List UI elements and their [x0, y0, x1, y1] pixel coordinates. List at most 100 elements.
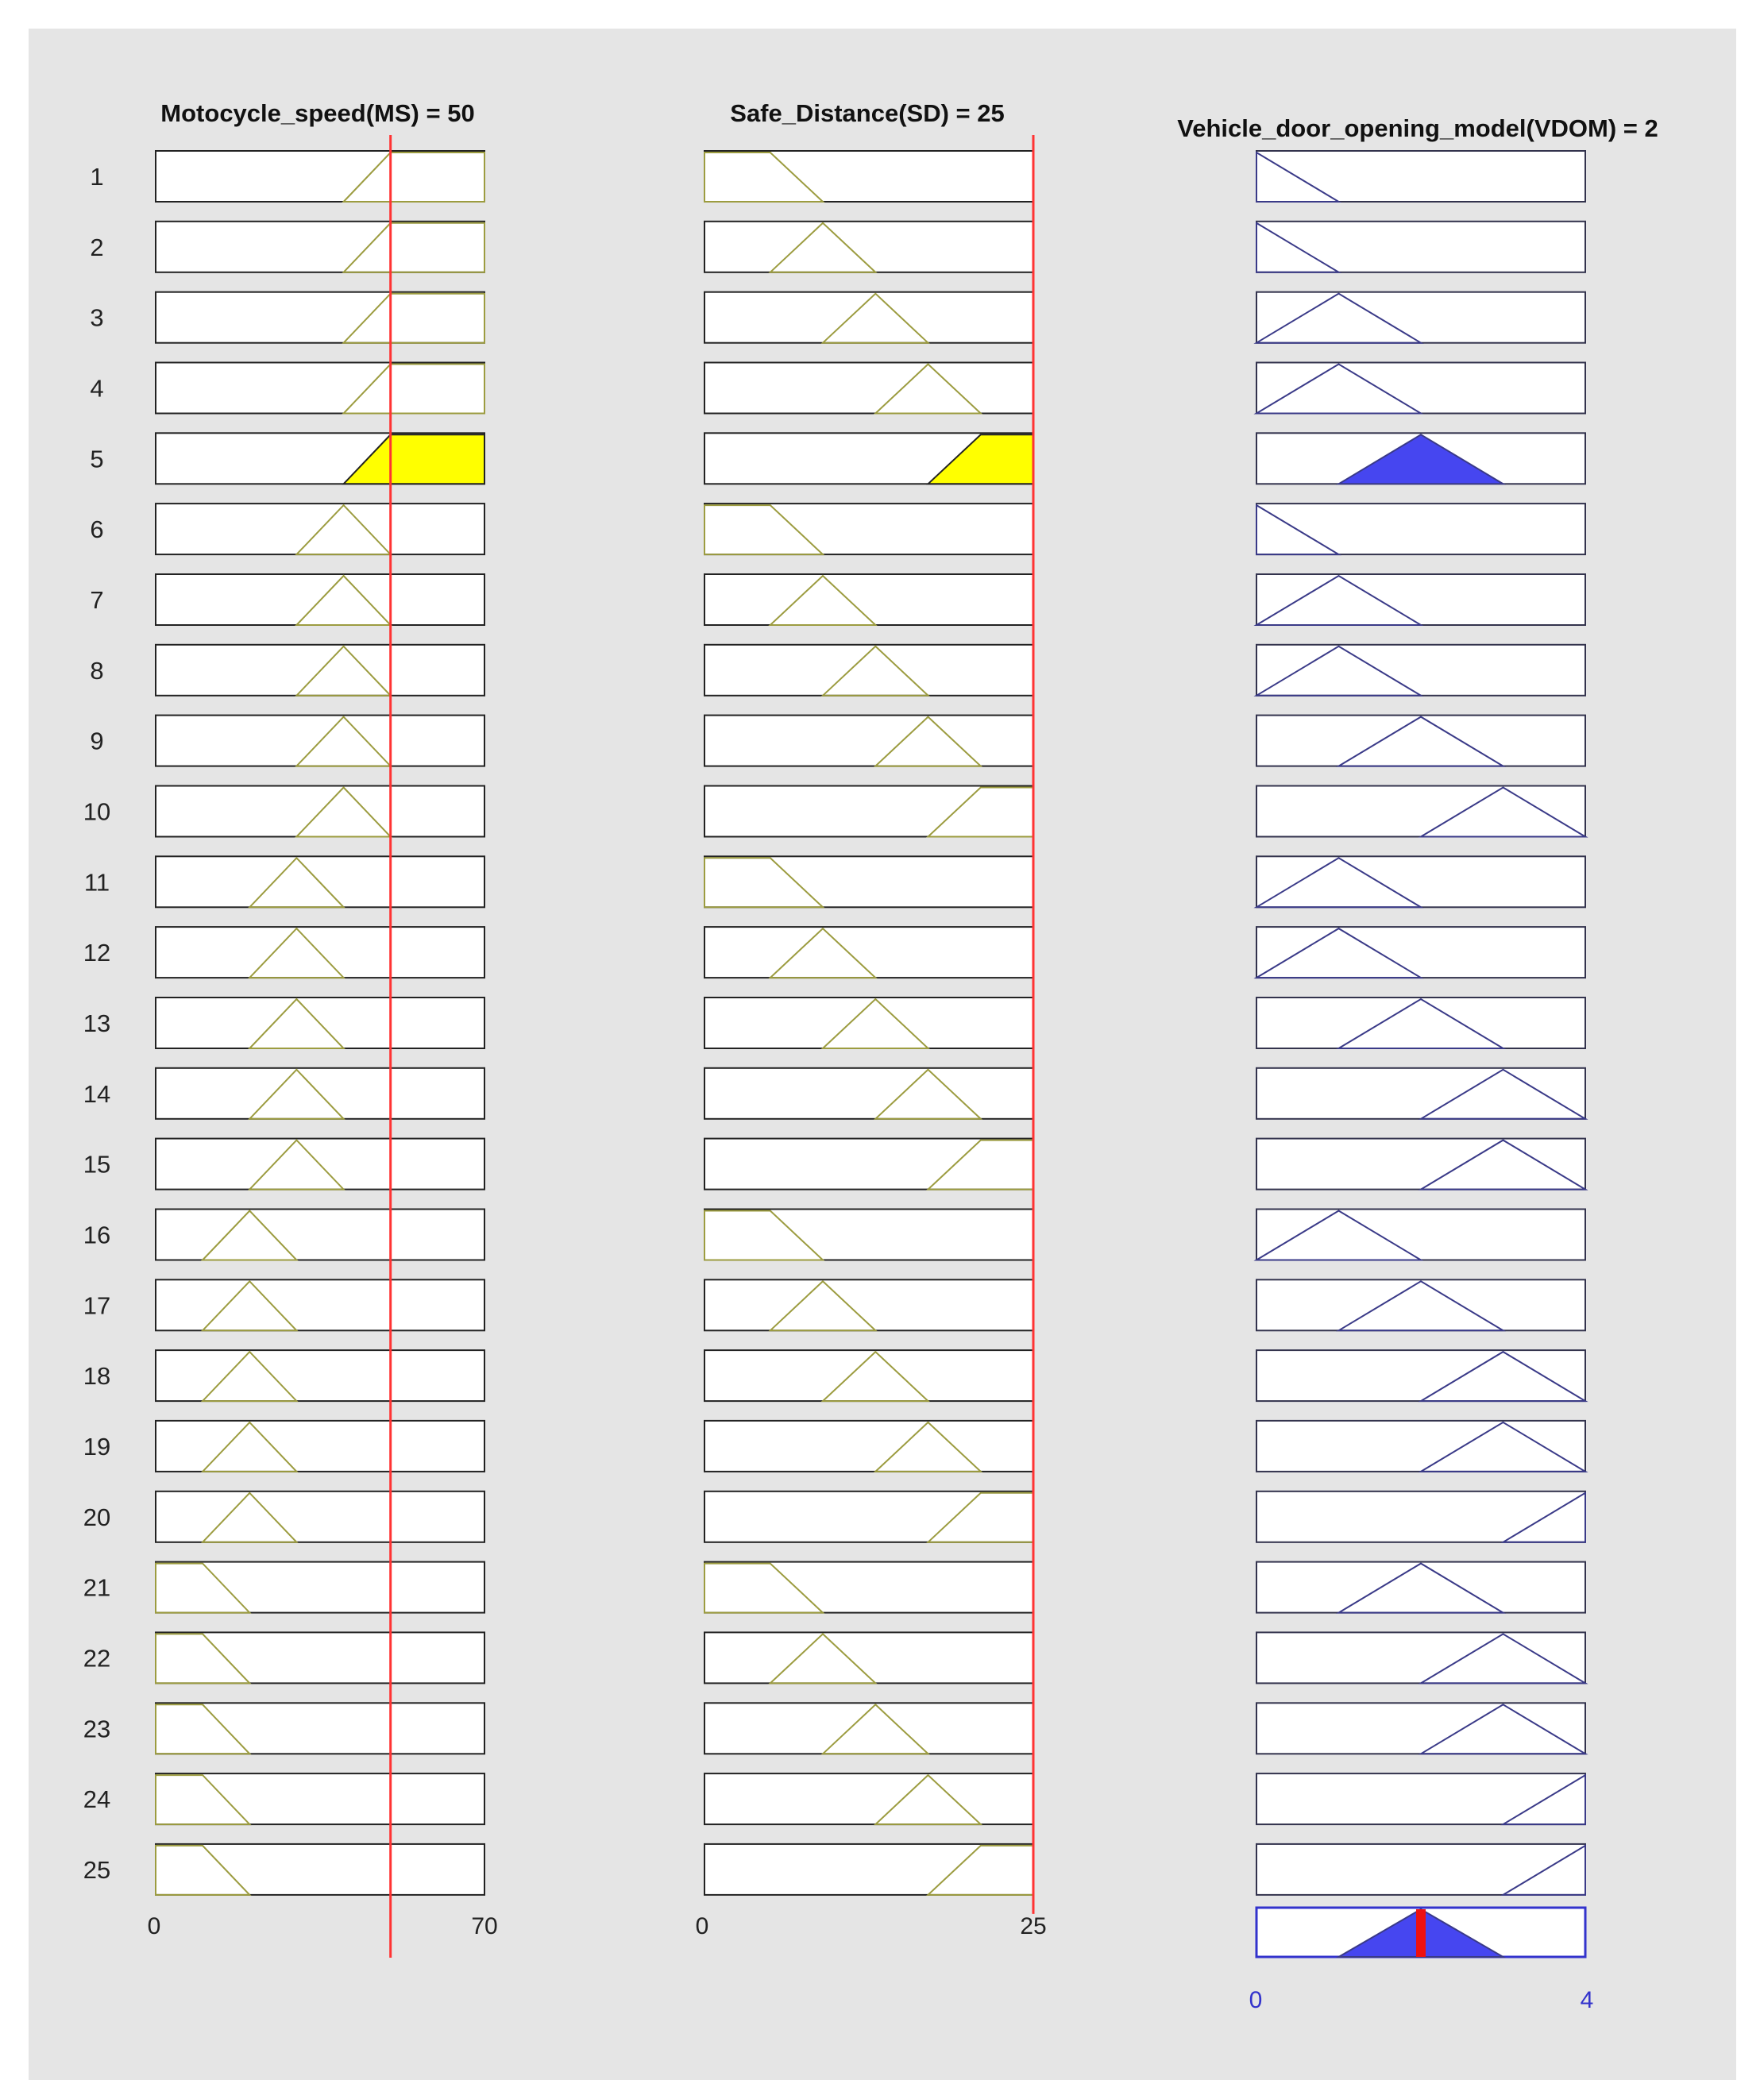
- sd-rule-box: [704, 150, 1034, 203]
- ms-rule-box: [155, 361, 485, 415]
- rule-label: 18: [83, 1362, 110, 1390]
- sd-rule-box: [704, 1561, 1034, 1614]
- ms-mf: [200, 1350, 299, 1403]
- rule-label: 2: [90, 233, 103, 261]
- ms-rule-box: [155, 1773, 485, 1826]
- vdom-mf: [1253, 857, 1424, 909]
- ms-rule-box: [155, 150, 485, 203]
- sd-mf: [768, 927, 878, 979]
- rule-panels: [155, 150, 1588, 1896]
- vdom-rule-box: [1256, 503, 1586, 556]
- vdom-tick-max: 4: [1581, 1987, 1594, 2013]
- column-titles: Motocycle_speed(MS) = 50 Safe_Distance(S…: [160, 99, 1658, 142]
- rule-label: 9: [90, 727, 103, 755]
- vdom-mf: [1500, 1773, 1586, 1826]
- vdom-rule-box: [1256, 997, 1586, 1049]
- ms-rule-box: [155, 1702, 485, 1755]
- ms-mf: [247, 1068, 345, 1120]
- sd-rule-box: [704, 714, 1034, 767]
- vdom-rule-box: [1256, 1773, 1586, 1826]
- ms-rule-box: [155, 1490, 485, 1543]
- sd-rule-box: [704, 1773, 1034, 1826]
- sd-rule-box: [704, 1208, 1034, 1261]
- vdom-rule-box: [1256, 1067, 1586, 1120]
- sd-tick-min: 0: [696, 1913, 709, 1939]
- ms-mf: [155, 1704, 252, 1755]
- vdom-mf: [1253, 363, 1424, 415]
- vdom-rule-box: [1256, 150, 1586, 203]
- rule-label: 5: [90, 445, 103, 473]
- vdom-rule-box: [1256, 361, 1586, 415]
- vdom-rule-box: [1256, 1561, 1586, 1614]
- vdom-mf: [1253, 645, 1424, 697]
- rule-label: 1: [90, 163, 103, 191]
- vdom-rule-box: [1256, 643, 1586, 697]
- rule-label: 4: [90, 375, 103, 403]
- sd-rule-box: [704, 220, 1034, 273]
- ms-rule-box: [155, 1208, 485, 1261]
- vdom-rule-box: [1256, 1631, 1586, 1684]
- vdom-mf: [1418, 1068, 1588, 1120]
- sd-mf: [820, 1350, 931, 1403]
- ms-rule-box: [155, 1561, 485, 1614]
- ms-rule-box: [155, 220, 485, 273]
- ms-mf: [295, 574, 393, 626]
- ms-tick-min: 0: [148, 1913, 161, 1939]
- ms-rule-box: [155, 1349, 485, 1403]
- value-lines: [389, 135, 1587, 1958]
- ms-mf: [295, 504, 393, 556]
- vdom-rule-box: [1256, 1208, 1586, 1261]
- ms-mf: [155, 1562, 252, 1614]
- rule-label: 10: [83, 798, 110, 826]
- sd-mf: [873, 716, 983, 767]
- rule-label: 6: [90, 515, 103, 543]
- sd-rule-box: [704, 785, 1034, 838]
- vdom-mf: [1335, 716, 1507, 767]
- sd-mf: [873, 1421, 983, 1472]
- ms-mf: [200, 1492, 299, 1543]
- vdom-mf: [1418, 1633, 1588, 1684]
- sd-mf: [704, 1210, 825, 1261]
- ms-mf: [155, 1633, 252, 1684]
- ms-mf: [295, 716, 393, 767]
- vdom-rule-box: [1256, 1843, 1586, 1896]
- ms-tick-max: 70: [471, 1913, 497, 1939]
- vdom-mf: [1253, 927, 1424, 979]
- sd-mf: [768, 222, 878, 273]
- sd-rule-box: [704, 503, 1034, 556]
- vdom-rule-box: [1256, 291, 1586, 344]
- sd-mf: [873, 1068, 983, 1120]
- ms-mf: [342, 434, 485, 485]
- ms-mf: [155, 1844, 252, 1896]
- sd-mf: [704, 1562, 825, 1614]
- rule-label: 7: [90, 586, 103, 614]
- sd-mf: [820, 998, 931, 1049]
- vdom-mf: [1418, 1421, 1588, 1472]
- vdom-rule-box: [1256, 1490, 1586, 1543]
- vdom-mf: [1500, 1492, 1586, 1543]
- ms-mf: [247, 927, 345, 979]
- ms-title: Motocycle_speed(MS) = 50: [160, 99, 474, 127]
- rule-labels: 1234567891011121314151617181920212223242…: [83, 163, 110, 1884]
- ms-mf: [247, 1139, 345, 1191]
- vdom-rule-box: [1256, 573, 1586, 626]
- vdom-rule-box: [1256, 855, 1586, 909]
- vdom-mf: [1335, 998, 1507, 1049]
- vdom-mf: [1253, 574, 1424, 626]
- vdom-rule-box: [1256, 220, 1586, 273]
- sd-mf: [704, 857, 825, 909]
- sd-mf: [820, 292, 931, 344]
- sd-title: Safe_Distance(SD) = 25: [730, 99, 1004, 127]
- ms-mf: [342, 363, 485, 415]
- rule-label: 24: [83, 1785, 110, 1813]
- vdom-mf: [1418, 1704, 1588, 1755]
- sd-mf: [704, 504, 825, 556]
- rule-label: 8: [90, 657, 103, 685]
- ms-mf: [342, 292, 485, 344]
- sd-mf: [768, 1633, 878, 1684]
- sd-rule-box: [704, 1419, 1034, 1472]
- vdom-mf: [1256, 151, 1342, 203]
- ms-mf: [200, 1279, 299, 1332]
- rule-label: 20: [83, 1503, 110, 1531]
- rule-label: 21: [83, 1574, 110, 1602]
